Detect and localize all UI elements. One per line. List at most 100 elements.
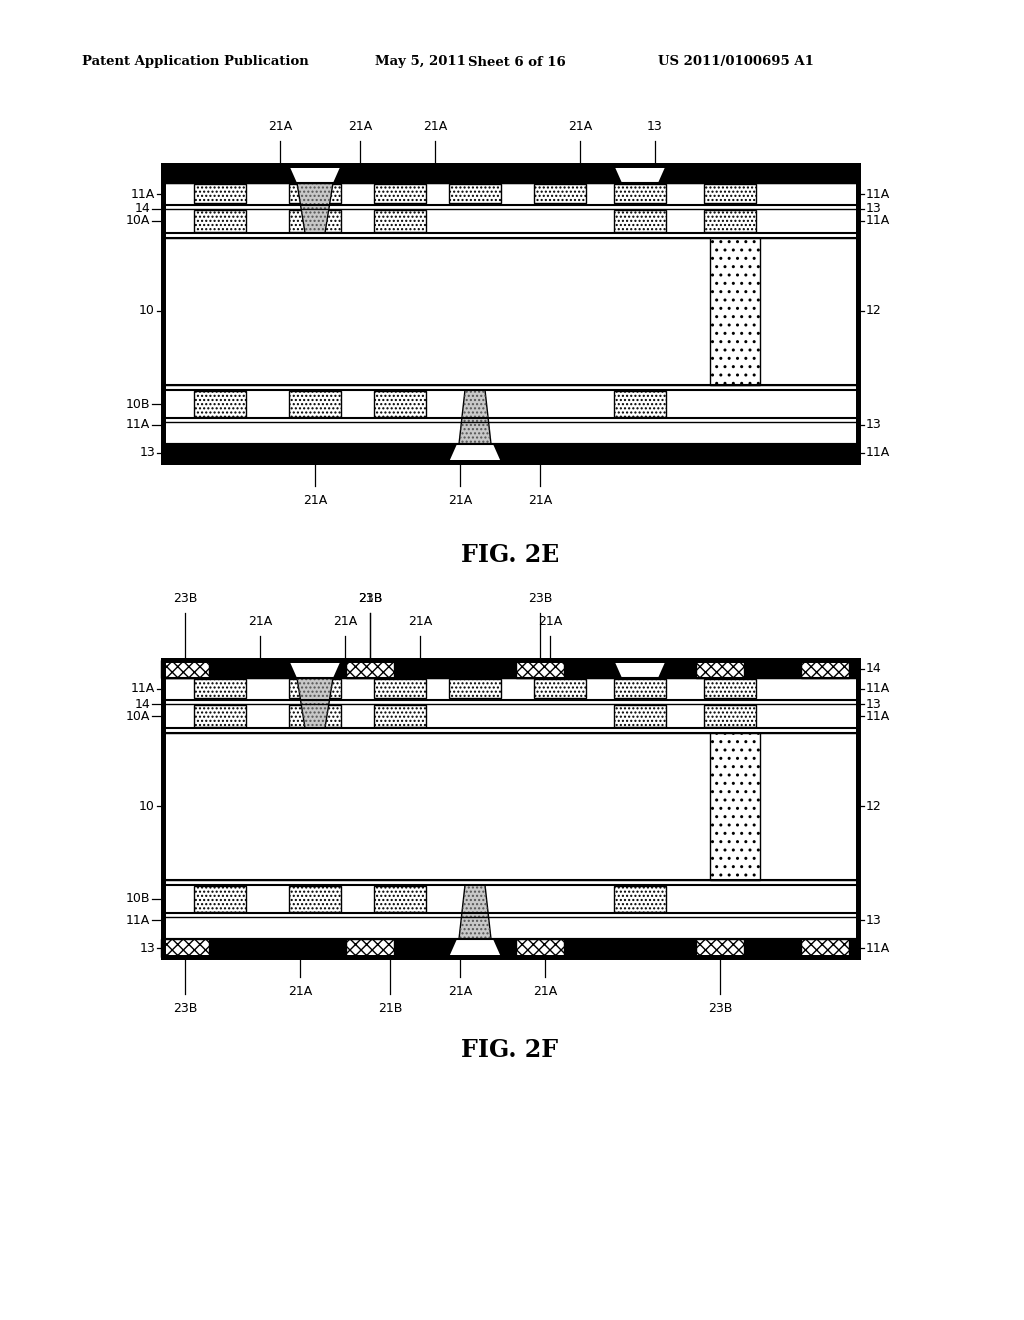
Polygon shape (297, 183, 333, 234)
Text: 23B: 23B (173, 591, 198, 605)
Bar (194, 705, 246, 727)
Bar (801, 939, 849, 957)
Polygon shape (614, 660, 666, 678)
Text: US 2011/0100695 A1: US 2011/0100695 A1 (658, 55, 814, 69)
Bar (194, 445, 246, 459)
Bar (374, 678, 426, 698)
Bar (614, 445, 666, 459)
Text: FIG. 2F: FIG. 2F (462, 1038, 558, 1063)
Text: Patent Application Publication: Patent Application Publication (82, 55, 309, 69)
Text: 11A: 11A (866, 941, 890, 954)
Bar (516, 660, 564, 678)
Text: 10B: 10B (126, 892, 150, 906)
Polygon shape (457, 389, 493, 462)
Bar (289, 210, 341, 232)
Text: 11A: 11A (866, 214, 890, 227)
Bar (374, 210, 426, 232)
Bar (289, 705, 341, 727)
Text: 10: 10 (139, 305, 155, 318)
Bar (614, 705, 666, 727)
Bar (289, 886, 341, 912)
Bar (289, 940, 341, 954)
Bar (163, 733, 858, 880)
Bar (194, 391, 246, 417)
Bar (710, 733, 760, 880)
Polygon shape (457, 884, 493, 957)
Text: 11A: 11A (866, 682, 890, 696)
Bar (163, 165, 858, 183)
Text: 21A: 21A (447, 494, 472, 507)
Text: 11A: 11A (866, 187, 890, 201)
Text: 21A: 21A (248, 615, 272, 628)
Text: 21A: 21A (568, 120, 592, 133)
Polygon shape (289, 165, 341, 183)
Text: 21A: 21A (528, 494, 552, 507)
Text: FIG. 2E: FIG. 2E (461, 543, 559, 568)
Text: 11A: 11A (126, 418, 150, 432)
Text: 14: 14 (134, 697, 150, 710)
Bar (163, 238, 858, 385)
Text: 23B: 23B (527, 591, 552, 605)
Bar (710, 238, 760, 385)
Bar (289, 183, 341, 203)
Text: 21A: 21A (532, 985, 557, 998)
Text: 14: 14 (134, 202, 150, 215)
Polygon shape (449, 939, 501, 957)
Bar (614, 940, 666, 954)
Text: 13: 13 (866, 202, 882, 215)
Bar (374, 705, 426, 727)
Text: 21B: 21B (378, 1002, 402, 1015)
Text: 10A: 10A (126, 214, 150, 227)
Bar (346, 939, 394, 957)
Bar (194, 210, 246, 232)
Bar (614, 210, 666, 232)
Bar (163, 238, 858, 385)
Polygon shape (297, 678, 333, 729)
Text: May 5, 2011: May 5, 2011 (375, 55, 466, 69)
Bar (696, 939, 744, 957)
Text: 13: 13 (866, 913, 882, 927)
Bar (705, 705, 756, 727)
Text: 11A: 11A (126, 913, 150, 927)
Text: 10: 10 (139, 800, 155, 813)
Text: 13: 13 (866, 697, 882, 710)
Bar (374, 886, 426, 912)
Text: 23B: 23B (173, 1002, 198, 1015)
Text: 13: 13 (139, 446, 155, 459)
Text: 21A: 21A (348, 120, 372, 133)
Bar (614, 183, 666, 203)
Text: 11A: 11A (866, 710, 890, 722)
Bar (614, 678, 666, 698)
Bar (161, 939, 209, 957)
Text: 21A: 21A (423, 120, 447, 133)
Polygon shape (289, 660, 341, 678)
Text: 10A: 10A (126, 710, 150, 722)
Bar (705, 210, 756, 232)
Text: 11A: 11A (131, 187, 155, 201)
Text: 14: 14 (866, 663, 882, 676)
Bar (534, 678, 586, 698)
Bar (705, 183, 756, 203)
Bar (163, 939, 858, 957)
Bar (194, 183, 246, 203)
Bar (801, 660, 849, 678)
Text: 21A: 21A (538, 615, 562, 628)
Bar (534, 183, 586, 203)
Bar (449, 183, 501, 203)
Bar (289, 391, 341, 417)
Bar (696, 660, 744, 678)
Text: 21A: 21A (408, 615, 432, 628)
Text: 12: 12 (866, 305, 882, 318)
Bar (346, 660, 394, 678)
Bar (374, 940, 426, 954)
Bar (614, 391, 666, 417)
Text: 10B: 10B (126, 397, 150, 411)
Bar (705, 678, 756, 698)
Text: 21A: 21A (333, 615, 357, 628)
Text: 21A: 21A (288, 985, 312, 998)
Bar (374, 391, 426, 417)
Text: 11A: 11A (866, 446, 890, 459)
Text: 21A: 21A (447, 985, 472, 998)
Text: 23B: 23B (357, 591, 382, 605)
Polygon shape (449, 444, 501, 462)
